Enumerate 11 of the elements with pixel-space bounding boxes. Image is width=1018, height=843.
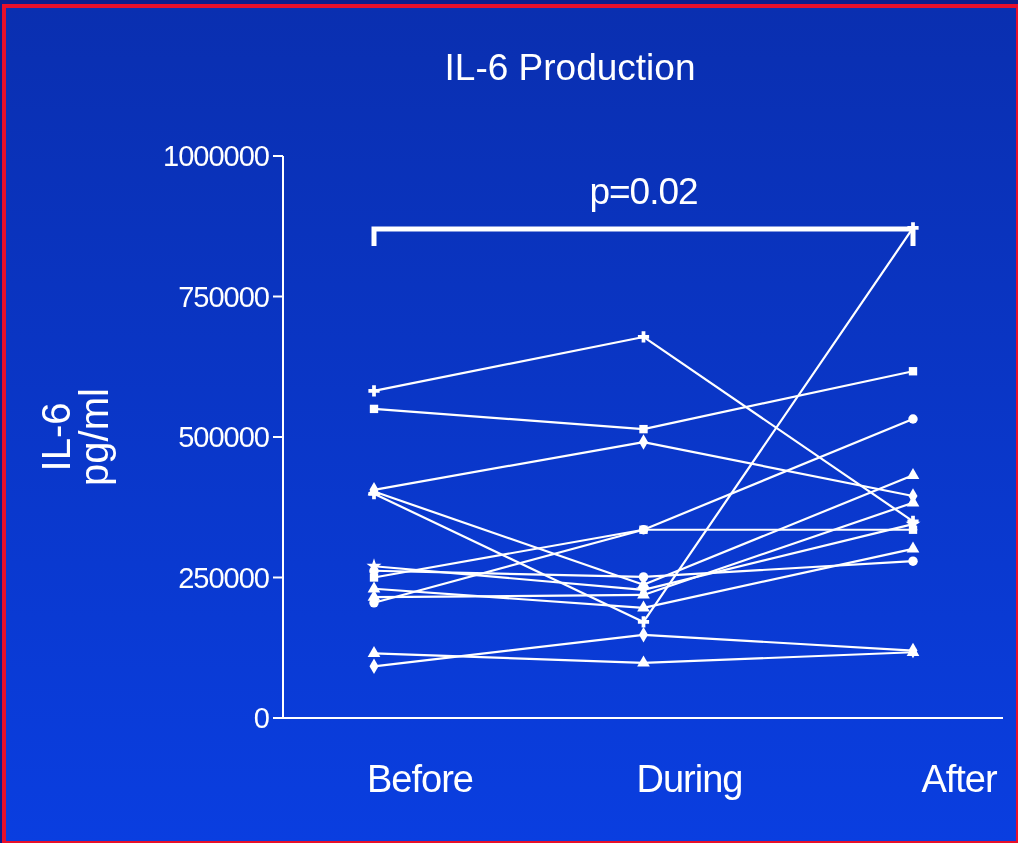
y-tick-label: 250000 bbox=[178, 561, 269, 594]
annotation: p=0.02 bbox=[589, 171, 698, 212]
x-tick-label: Before bbox=[367, 758, 473, 800]
y-axis-title: IL-6 pg/ml bbox=[34, 388, 116, 486]
chart-title: IL-6 Production bbox=[444, 47, 696, 88]
y-tick-label: 1000000 bbox=[163, 140, 269, 173]
y-tick-label: 750000 bbox=[178, 280, 269, 313]
y-tick-label: 0 bbox=[253, 702, 269, 735]
y-tick-label: 500000 bbox=[178, 421, 269, 454]
x-tick-label: After bbox=[921, 758, 998, 800]
x-tick-label: During bbox=[636, 758, 743, 800]
